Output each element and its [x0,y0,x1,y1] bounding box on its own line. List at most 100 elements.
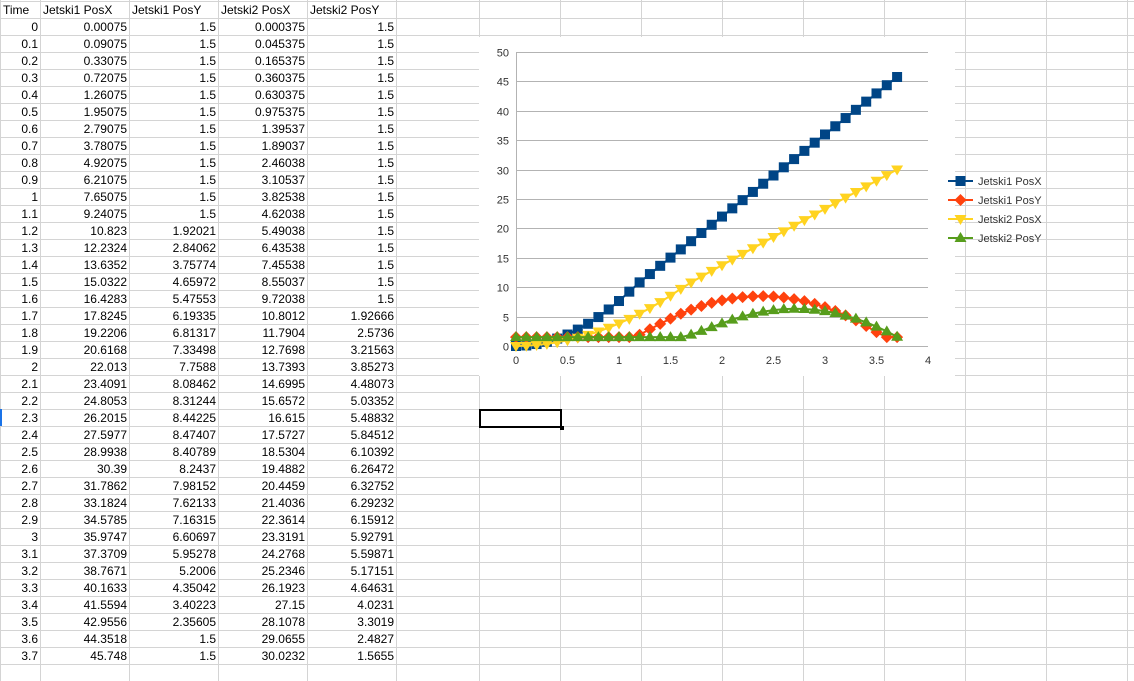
cell-time[interactable]: 2 [31,360,38,374]
cell-jetski1-posy[interactable]: 1.5 [199,649,216,663]
cell-jetski1-posy[interactable]: 7.16315 [173,513,217,527]
cell-jetski2-posy[interactable]: 5.84512 [351,428,395,442]
cell-jetski2-posy[interactable]: 1.5 [377,71,394,85]
cell-jetski2-posx[interactable]: 30.0232 [262,649,306,663]
cell-jetski1-posx[interactable]: 4.92075 [84,156,128,170]
cell-time[interactable]: 0.5 [21,105,38,119]
cell-jetski1-posx[interactable]: 0.33075 [84,54,128,68]
header-jetski1-posx[interactable]: Jetski1 PosX [43,3,112,17]
cell-time[interactable]: 2.6 [21,462,38,476]
cell-jetski2-posx[interactable]: 8.55037 [262,275,306,289]
cell-time[interactable]: 3.4 [21,598,38,612]
cell-time[interactable]: 1.6 [21,292,38,306]
cell-jetski1-posy[interactable]: 8.31244 [173,394,217,408]
cell-jetski2-posy[interactable]: 1.5 [377,37,394,51]
cell-time[interactable]: 0.6 [21,122,38,136]
cell-jetski1-posx[interactable]: 38.7671 [84,564,128,578]
cell-time[interactable]: 2.3 [21,411,38,425]
cell-jetski2-posy[interactable]: 1.5 [377,156,394,170]
cell-jetski2-posy[interactable]: 4.48073 [351,377,395,391]
cell-jetski1-posy[interactable]: 8.47407 [173,428,217,442]
cell-jetski1-posy[interactable]: 1.5 [199,37,216,51]
cell-jetski1-posx[interactable]: 15.0322 [84,275,128,289]
cell-jetski2-posx[interactable]: 15.6572 [262,394,306,408]
cell-jetski1-posy[interactable]: 1.5 [199,20,216,34]
cell-jetski1-posy[interactable]: 6.60697 [173,530,217,544]
header-jetski2-posy[interactable]: Jetski2 PosY [310,3,379,17]
cell-jetski1-posy[interactable]: 1.5 [199,207,216,221]
cell-jetski1-posx[interactable]: 40.1633 [84,581,128,595]
cell-jetski1-posx[interactable]: 23.4091 [84,377,128,391]
cell-time[interactable]: 1.1 [21,207,38,221]
cell-jetski1-posy[interactable]: 1.5 [199,88,216,102]
cell-jetski1-posy[interactable]: 8.2437 [179,462,216,476]
cell-jetski2-posx[interactable]: 5.49038 [262,224,306,238]
cell-jetski2-posx[interactable]: 17.5727 [262,428,306,442]
cell-jetski1-posy[interactable]: 7.62133 [173,496,217,510]
cell-jetski1-posy[interactable]: 1.5 [199,173,216,187]
cell-jetski1-posx[interactable]: 34.5785 [84,513,128,527]
cell-jetski1-posx[interactable]: 24.8053 [84,394,128,408]
cell-jetski1-posx[interactable]: 30.39 [97,462,127,476]
embedded-chart[interactable]: 0 5 10 15 20 25 30 35 40 45 50 0 0.5 1 1.5 2 2.5 3 3.5 4 Jet… [479,37,1134,376]
cell-jetski1-posx[interactable]: 37.3709 [84,547,128,561]
cell-jetski1-posx[interactable]: 33.1824 [84,496,128,510]
cell-jetski2-posx[interactable]: 7.45538 [262,258,306,272]
cell-jetski1-posx[interactable]: 7.65075 [84,190,128,204]
cell-jetski1-posy[interactable]: 1.92021 [173,224,217,238]
cell-jetski2-posx[interactable]: 3.10537 [262,173,306,187]
cell-time[interactable]: 1.5 [21,275,38,289]
cell-jetski2-posx[interactable]: 22.3614 [262,513,306,527]
cell-jetski2-posx[interactable]: 0.045375 [255,37,305,51]
cell-jetski1-posx[interactable]: 0.72075 [84,71,128,85]
cell-time[interactable]: 2.9 [21,513,38,527]
cell-jetski1-posx[interactable]: 26.2015 [84,411,128,425]
cell-jetski2-posy[interactable]: 1.5 [377,105,394,119]
cell-time[interactable]: 2.2 [21,394,38,408]
cell-time[interactable]: 1.7 [21,309,38,323]
cell-jetski1-posy[interactable]: 8.08462 [173,377,217,391]
cell-time[interactable]: 3.2 [21,564,38,578]
cell-jetski1-posx[interactable]: 27.5977 [84,428,128,442]
cell-time[interactable]: 2.8 [21,496,38,510]
cell-time[interactable]: 3.3 [21,581,38,595]
cell-time[interactable]: 0.4 [21,88,38,102]
cell-time[interactable]: 1.4 [21,258,38,272]
cell-jetski2-posy[interactable]: 1.92666 [351,309,395,323]
cell-jetski1-posy[interactable]: 4.65972 [173,275,217,289]
cell-jetski2-posx[interactable]: 24.2768 [262,547,306,561]
cell-time[interactable]: 0 [31,20,38,34]
cell-jetski1-posy[interactable]: 5.2006 [179,564,216,578]
cell-jetski1-posy[interactable]: 2.35605 [173,615,217,629]
cell-time[interactable]: 3.5 [21,615,38,629]
cell-jetski1-posy[interactable]: 1.5 [199,139,216,153]
cell-jetski2-posy[interactable]: 5.03352 [351,394,395,408]
cell-jetski1-posx[interactable]: 1.26075 [84,88,128,102]
cell-jetski2-posx[interactable]: 18.5304 [262,445,306,459]
cell-jetski1-posx[interactable]: 28.9938 [84,445,128,459]
cell-jetski2-posy[interactable]: 1.5 [377,20,394,34]
cell-jetski1-posx[interactable]: 31.7862 [84,479,128,493]
header-time[interactable]: Time [3,3,30,17]
cell-jetski1-posy[interactable]: 5.47553 [173,292,217,306]
cell-jetski2-posx[interactable]: 9.72038 [262,292,306,306]
cell-jetski1-posx[interactable]: 41.5594 [84,598,128,612]
cell-jetski1-posy[interactable]: 1.5 [199,190,216,204]
cell-time[interactable]: 2.1 [21,377,38,391]
cell-jetski2-posx[interactable]: 6.43538 [262,241,306,255]
cell-time[interactable]: 2.7 [21,479,38,493]
cell-jetski1-posx[interactable]: 2.79075 [84,122,128,136]
cell-jetski1-posy[interactable]: 7.98152 [173,479,217,493]
cell-jetski2-posy[interactable]: 1.5 [377,173,394,187]
cell-jetski2-posy[interactable]: 5.59871 [351,547,395,561]
cell-jetski2-posy[interactable]: 1.5 [377,122,394,136]
cell-jetski2-posy[interactable]: 2.5736 [357,326,394,340]
cell-jetski1-posx[interactable]: 13.6352 [84,258,128,272]
cell-jetski2-posy[interactable]: 4.64631 [351,581,395,595]
cell-jetski1-posy[interactable]: 1.5 [199,71,216,85]
cell-jetski2-posx[interactable]: 4.62038 [262,207,306,221]
cell-time[interactable]: 0.3 [21,71,38,85]
cell-jetski1-posy[interactable]: 7.7588 [179,360,216,374]
cell-time[interactable]: 0.8 [21,156,38,170]
cell-jetski1-posy[interactable]: 3.75774 [173,258,217,272]
